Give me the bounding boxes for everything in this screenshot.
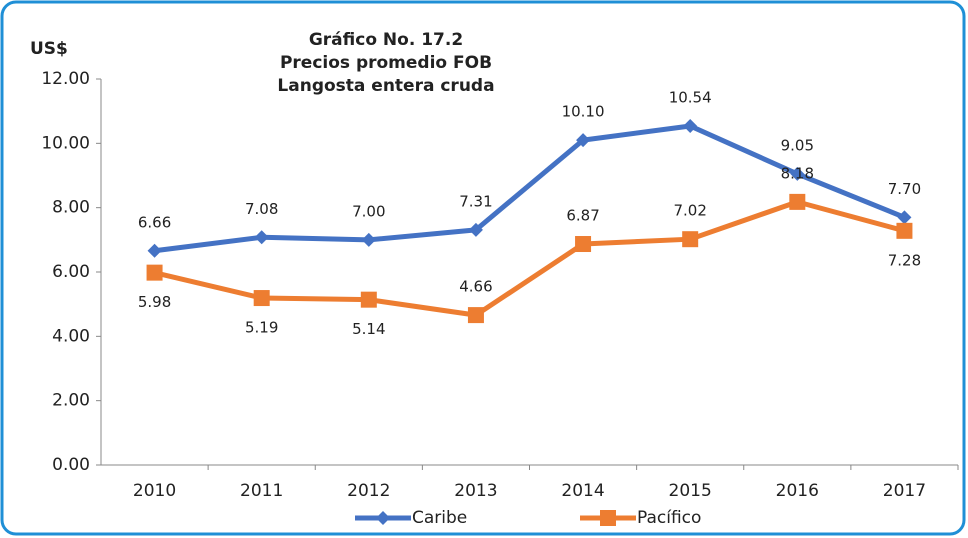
data-label: 6.87 bbox=[566, 207, 599, 225]
data-point bbox=[789, 193, 806, 210]
legend-marker bbox=[600, 510, 616, 526]
y-tick-label: 10.00 bbox=[41, 133, 90, 153]
y-tick-label: 6.00 bbox=[52, 262, 90, 282]
chart-title: Langosta entera cruda bbox=[277, 76, 494, 96]
data-label: 5.19 bbox=[245, 319, 278, 337]
data-point bbox=[897, 210, 912, 225]
y-tick-label: 12.00 bbox=[41, 69, 90, 89]
data-label: 7.70 bbox=[888, 180, 921, 198]
series-line bbox=[153, 199, 906, 318]
data-point bbox=[576, 133, 591, 148]
data-label: 7.02 bbox=[673, 202, 706, 220]
data-point bbox=[146, 264, 163, 281]
chart-title: Precios promedio FOB bbox=[280, 53, 492, 73]
data-point bbox=[253, 290, 270, 307]
y-tick-label: 8.00 bbox=[52, 198, 90, 218]
legend-marker bbox=[376, 511, 390, 525]
data-point bbox=[254, 230, 269, 245]
data-label: 7.31 bbox=[459, 192, 492, 210]
y-tick-label: 2.00 bbox=[52, 391, 90, 411]
data-point bbox=[790, 166, 805, 181]
data-label: 8.18 bbox=[781, 164, 814, 182]
data-label: 7.28 bbox=[888, 251, 921, 269]
data-label: 5.14 bbox=[352, 320, 385, 338]
data-label: 5.98 bbox=[138, 293, 171, 311]
data-point bbox=[467, 307, 484, 324]
data-point bbox=[896, 222, 913, 239]
x-tick-label: 2014 bbox=[561, 481, 604, 501]
legend-label: Pacífico bbox=[637, 508, 701, 528]
x-tick-label: 2016 bbox=[776, 481, 819, 501]
data-label: 4.66 bbox=[459, 278, 492, 296]
data-point bbox=[360, 291, 377, 308]
x-tick-label: 2010 bbox=[133, 481, 176, 501]
data-label: 9.05 bbox=[781, 136, 814, 154]
x-tick-label: 2017 bbox=[883, 481, 926, 501]
data-point bbox=[683, 118, 698, 133]
x-tick-label: 2013 bbox=[454, 481, 497, 501]
data-label: 7.08 bbox=[245, 200, 278, 218]
y-tick-label: 4.00 bbox=[52, 326, 90, 346]
data-label: 7.00 bbox=[352, 202, 385, 220]
y-axis-label: US$ bbox=[30, 39, 68, 59]
chart-title: Gráfico No. 17.2 bbox=[309, 30, 463, 50]
x-tick-label: 2011 bbox=[240, 481, 283, 501]
data-point bbox=[361, 232, 376, 247]
y-tick-label: 0.00 bbox=[52, 455, 90, 475]
data-point bbox=[682, 231, 699, 248]
data-point bbox=[468, 222, 483, 237]
series-line bbox=[154, 123, 906, 254]
data-label: 6.66 bbox=[138, 213, 171, 231]
data-label: 10.10 bbox=[562, 103, 605, 121]
legend-label: Caribe bbox=[412, 508, 467, 528]
data-point bbox=[575, 236, 592, 253]
x-tick-label: 2012 bbox=[347, 481, 390, 501]
data-label: 10.54 bbox=[669, 88, 712, 106]
x-tick-label: 2015 bbox=[669, 481, 712, 501]
data-point bbox=[147, 243, 162, 258]
